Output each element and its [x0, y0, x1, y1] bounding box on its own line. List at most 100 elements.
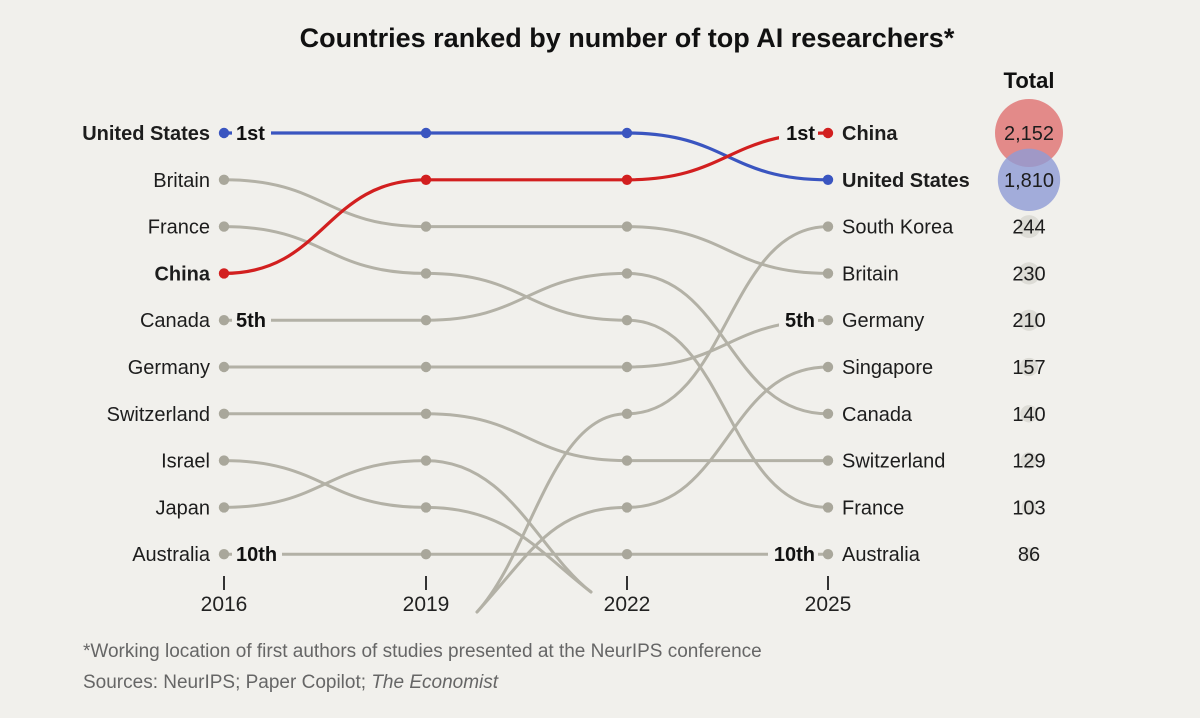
rank-dot-britain-2016 — [218, 174, 230, 185]
total-value-south-korea: 244 — [1012, 217, 1045, 239]
rank-dot-australia-2016 — [218, 549, 230, 560]
total-bubble-united-states — [997, 148, 1061, 211]
total-value-china: 2,152 — [1004, 123, 1054, 145]
highlight-rank-lines — [222, 131, 830, 275]
label-right-switzerland: Switzerland — [842, 451, 945, 473]
total-values: 2,152 1,810 244 230 210 157 140 129 103 86 — [1004, 123, 1054, 566]
rank-dot-germany-2022 — [621, 361, 633, 373]
total-bubble-australia — [1022, 547, 1036, 561]
x-tick-label-2019: 2019 — [403, 593, 450, 616]
label-left-france: France — [148, 217, 210, 239]
rank-line-israel — [222, 459, 593, 594]
total-bubble-south-korea — [1017, 215, 1041, 239]
label-left-canada: Canada — [140, 310, 211, 332]
label-left-israel: Israel — [161, 451, 210, 473]
footnote: *Working location of first authors of st… — [83, 641, 762, 662]
rank-dot-france-2016 — [218, 221, 230, 232]
total-value-britain: 230 — [1012, 263, 1045, 285]
rank-line-canada — [222, 271, 830, 416]
rank-label-right-5th: 5th — [785, 310, 815, 332]
total-value-united-states: 1,810 — [1004, 170, 1054, 192]
rank-dot-united-states-2019 — [420, 127, 432, 139]
rank-dot-france-2025 — [822, 502, 834, 513]
rank-dot-singapore-2022 — [621, 502, 633, 513]
rank-label-right-1st: 1st — [786, 123, 815, 145]
rank-label-bg-right — [779, 121, 818, 145]
rank-dot-canada-2019 — [420, 315, 432, 326]
x-tick-label-2025: 2025 — [805, 593, 852, 616]
rank-dot-britain-2025 — [822, 268, 834, 279]
rank-dot-singapore-2025 — [822, 361, 834, 373]
label-right-germany: Germany — [842, 310, 924, 332]
rank-dot-united-states-2025 — [822, 174, 834, 185]
rank-dot-south-korea-2022 — [621, 408, 633, 419]
total-bubble-canada — [1020, 405, 1038, 423]
rank-dot-china-2025 — [822, 127, 834, 139]
label-left-switzerland: Switzerland — [107, 404, 210, 426]
total-bubble-britain — [1017, 262, 1041, 285]
label-right-china: China — [842, 123, 898, 145]
rank-line-britain — [222, 178, 830, 275]
total-value-canada: 140 — [1012, 404, 1045, 426]
rank-dot-germany-2025 — [822, 315, 834, 326]
label-left-germany: Germany — [128, 357, 210, 379]
chart-title: Countries ranked by number of top AI res… — [300, 23, 955, 53]
rank-dot-israel-2016 — [218, 455, 230, 466]
rank-dots — [218, 127, 834, 560]
x-axis: 2016 2019 2022 2025 — [201, 576, 852, 616]
rank-line-china — [222, 131, 830, 275]
label-left-united-states: United States — [82, 123, 210, 145]
rank-dot-switzerland-2019 — [420, 408, 432, 419]
rank-dot-australia-2025 — [822, 549, 834, 560]
rank-label-right-10th: 10th — [774, 544, 815, 566]
total-bubble-germany — [1018, 309, 1040, 331]
rank-dot-canada-2016 — [218, 315, 230, 326]
rank-line-germany — [222, 318, 830, 369]
label-right-australia: Australia — [842, 544, 921, 566]
rank-dot-china-2019 — [420, 174, 432, 185]
rank-dot-china-2022 — [621, 174, 633, 185]
rank-dot-japan-2019 — [420, 455, 432, 466]
rank-labels: 1st 5th 10th 1st 5th 10th — [232, 121, 818, 567]
total-value-france: 103 — [1012, 497, 1045, 519]
rank-line-switzerland — [222, 412, 830, 463]
rank-dot-france-2019 — [420, 268, 432, 279]
rank-label-bg-left — [232, 121, 271, 145]
rank-label-left-5th: 5th — [236, 310, 266, 332]
rank-dot-israel-2019 — [420, 502, 432, 513]
x-tick-label-2016: 2016 — [201, 593, 248, 616]
rank-dot-united-states-2022 — [621, 127, 633, 139]
rank-dot-germany-2016 — [218, 361, 230, 373]
x-tick-label-2022: 2022 — [604, 593, 651, 616]
rank-label-bg-left — [232, 308, 271, 333]
sources-italic: The Economist — [371, 672, 498, 693]
sources-note: Sources: NeurIPS; Paper Copilot; The Eco… — [83, 672, 499, 693]
rank-dot-canada-2025 — [822, 408, 834, 419]
country-labels: United States United States China China Brit… — [82, 123, 970, 566]
label-right-france: France — [842, 497, 904, 519]
total-value-australia: 86 — [1018, 544, 1040, 566]
total-bubbles — [995, 99, 1063, 561]
total-value-singapore: 157 — [1012, 357, 1045, 379]
rank-line-japan — [222, 459, 593, 594]
rank-line-united-states — [222, 131, 830, 182]
rank-dot-britain-2019 — [420, 221, 432, 232]
rank-line-south-korea — [475, 225, 830, 614]
rank-label-left-1st: 1st — [236, 123, 265, 145]
rank-dot-canada-2022 — [621, 268, 633, 279]
total-bubble-switzerland — [1020, 452, 1038, 469]
rank-label-bg-right — [779, 308, 818, 333]
label-left-japan: Japan — [156, 497, 211, 519]
rank-dot-australia-2022 — [621, 549, 633, 560]
sources-prefix: Sources: NeurIPS; Paper Copilot; — [83, 672, 371, 693]
rank-dot-france-2022 — [621, 315, 633, 326]
rank-label-left-10th: 10th — [236, 544, 277, 566]
rank-line-singapore — [475, 365, 830, 614]
total-bubble-china — [995, 99, 1063, 167]
rank-dot-japan-2016 — [218, 502, 230, 513]
label-left-australia: Australia — [132, 544, 211, 566]
label-right-south-korea: South Korea — [842, 217, 954, 239]
label-right-britain: Britain — [842, 263, 899, 285]
rank-dot-germany-2019 — [420, 361, 432, 373]
